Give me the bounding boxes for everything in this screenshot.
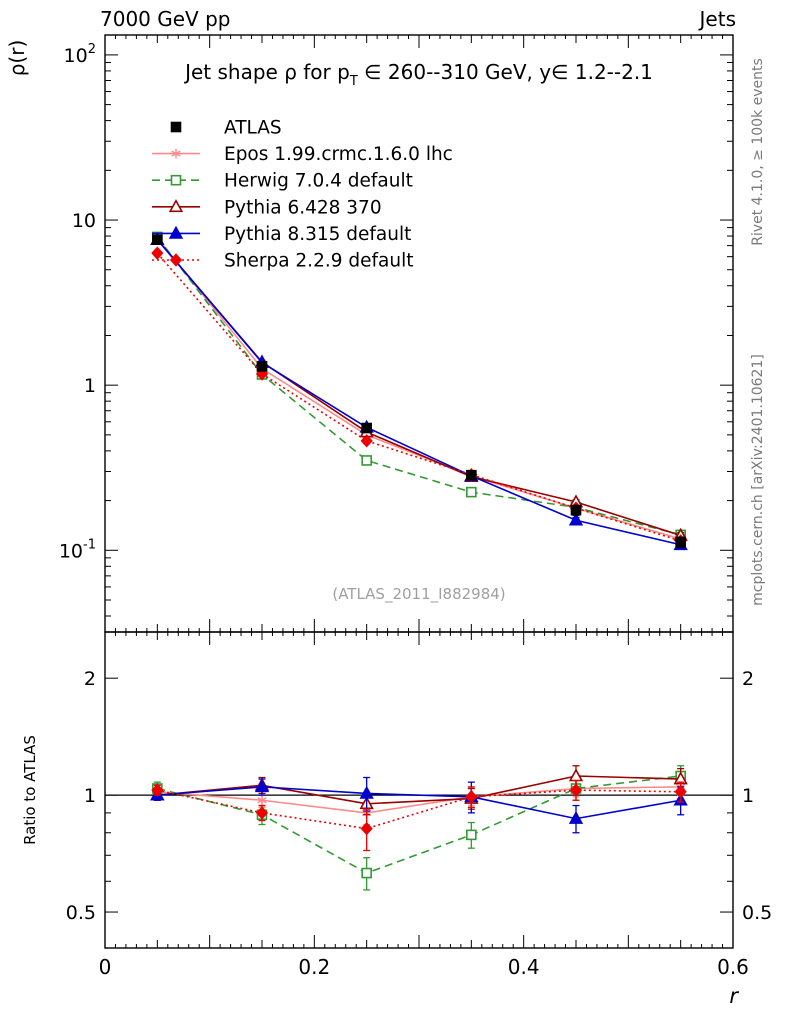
- top-y-tick-label: 1: [84, 375, 96, 397]
- pythia8-line: [156, 239, 681, 546]
- ratio-y-tick-label-left: 2: [84, 668, 96, 690]
- pythia8-line: [157, 786, 681, 820]
- epos-marker: [257, 797, 267, 804]
- herwig-marker: [466, 486, 477, 498]
- sherpa-marker: [360, 434, 373, 448]
- atlas-marker: [152, 234, 163, 246]
- ratio-panel-frame: [104, 631, 734, 949]
- pythia6-marker: [568, 768, 584, 782]
- x-axis-label: r: [729, 984, 738, 1008]
- legend-label-pythia6: Pythia 6.428 370: [224, 197, 382, 218]
- top-series-sherpa: [151, 246, 687, 548]
- pythia8-marker: [359, 785, 374, 799]
- atlas-marker: [361, 422, 372, 434]
- legend-label-herwig: Herwig 7.0.4 default: [224, 171, 413, 192]
- top-panel-frame: [104, 34, 734, 633]
- atlas-marker: [570, 504, 582, 516]
- sherpa-marker: [465, 790, 478, 804]
- herwig-marker: [361, 455, 372, 466]
- top-series-epos: [152, 232, 686, 545]
- ratio-series-pythia6: [150, 765, 688, 816]
- legend-label-pythia8: Pythia 8.315 default: [224, 224, 411, 245]
- top-y-tick-label: 102: [64, 42, 96, 67]
- legend-entry-epos: Epos 1.99.crmc.1.6.0 lhc: [152, 144, 453, 165]
- pythia6-line: [157, 775, 681, 805]
- x-tick-label: 0.2: [298, 955, 330, 979]
- sherpa-marker: [151, 783, 164, 797]
- herwig-marker: [361, 867, 372, 879]
- herwig-marker: [466, 829, 477, 841]
- herwig-line: [157, 775, 681, 874]
- legend-label-epos: Epos 1.99.crmc.1.6.0 lhc: [224, 144, 453, 165]
- ratio-y-tick-label-right: 2: [742, 668, 754, 690]
- sherpa-marker: [255, 806, 269, 820]
- herwig-marker: [170, 174, 182, 186]
- sherpa-line: [156, 252, 681, 542]
- legend-label-atlas: ATLAS: [224, 118, 282, 139]
- pythia8-marker: [568, 512, 584, 526]
- atlas-marker: [256, 361, 268, 372]
- sherpa-marker: [569, 783, 583, 797]
- beam-energy-label: 7000 GeV pp: [100, 7, 231, 31]
- atlas-marker: [466, 469, 477, 481]
- legend: ATLAS Epos 1.99.crmc.1.6.0 lhc Herwig 7.0.…: [152, 118, 453, 272]
- axis-ticks: [104, 35, 734, 948]
- watermark: (ATLAS_2011_I882984): [332, 585, 505, 604]
- atlas-marker: [675, 536, 686, 548]
- epos-line: [156, 237, 681, 540]
- sherpa-marker: [674, 785, 687, 799]
- ratio-series-herwig: [152, 765, 686, 891]
- top-series-pythia8: [150, 232, 688, 551]
- analysis-topic-label: Jets: [699, 7, 736, 31]
- legend-entry-sherpa: Sherpa 2.2.9 default: [152, 251, 413, 272]
- legend-entry-pythia8: Pythia 8.315 default: [152, 224, 411, 245]
- ratio-y-tick-label-right: 1: [742, 785, 754, 807]
- top-series-pythia6: [150, 232, 688, 541]
- ratio-y-tick-label-left: 0.5: [66, 902, 96, 924]
- pythia8-marker: [168, 225, 184, 239]
- epos-marker: [171, 150, 181, 157]
- x-tick-label: 0.6: [717, 955, 749, 979]
- herwig-line: [156, 236, 681, 536]
- atlas-marker: [170, 121, 182, 133]
- top-series-herwig: [152, 231, 686, 541]
- epos-line: [157, 786, 681, 814]
- sherpa-marker: [169, 253, 183, 267]
- pythia6-marker: [168, 199, 184, 213]
- pythia8-marker: [568, 810, 584, 824]
- ratio-y-tick-label-left: 1: [84, 785, 96, 807]
- pythia8-marker: [254, 779, 270, 793]
- ratio-y-tick-label-right: 0.5: [742, 902, 772, 924]
- top-y-tick-label: 10: [72, 210, 96, 232]
- x-tick-label: 0.4: [508, 955, 540, 979]
- x-tick-label: 0: [99, 955, 112, 979]
- pythia6-line: [156, 239, 681, 537]
- top-y-tick-label: 10-1: [59, 537, 96, 562]
- sherpa-marker: [360, 821, 373, 836]
- top-series-atlas: [152, 234, 686, 549]
- sherpa-marker: [151, 246, 164, 260]
- plot-title: Jet shape ρ for pT ∈ 260--310 GeV, y∈ 1.…: [183, 60, 653, 89]
- legend-entry-pythia6: Pythia 6.428 370: [152, 197, 382, 218]
- legend-label-sherpa: Sherpa 2.2.9 default: [224, 251, 413, 272]
- tick-labels: 102 10 1 10-1 2 2 1 1 0.5 0.5 0 0.2 0.4 0.6: [59, 42, 772, 979]
- legend-entry-atlas: ATLAS: [170, 118, 282, 139]
- ratio-series-sherpa: [151, 779, 687, 852]
- legend-entry-herwig: Herwig 7.0.4 default: [152, 171, 413, 192]
